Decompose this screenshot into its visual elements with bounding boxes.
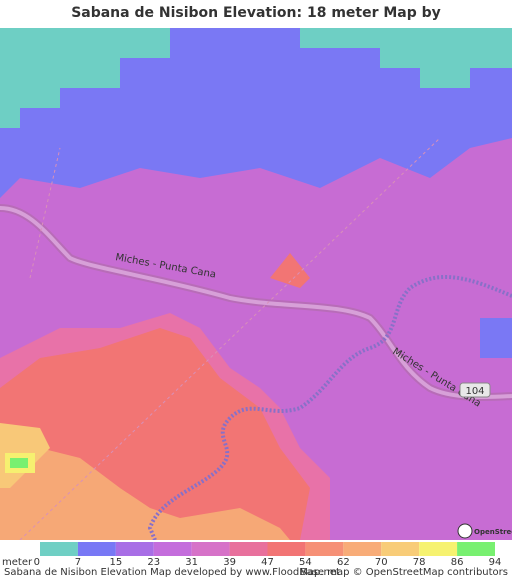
legend-swatch [457, 542, 495, 556]
legend-swatch [305, 542, 344, 556]
legend-value: 0 [34, 557, 40, 566]
legend-swatch [343, 542, 382, 556]
higher-area [0, 448, 290, 540]
town-area [270, 253, 310, 288]
peak-area [10, 458, 28, 468]
legend-swatch [267, 542, 306, 556]
legend-swatch [229, 542, 268, 556]
route-label: 104 [465, 386, 484, 397]
legend-swatch [419, 542, 458, 556]
legend-value: 54 [299, 557, 312, 566]
legend-value: 70 [375, 557, 388, 566]
low-area [0, 28, 512, 198]
legend-swatch [191, 542, 230, 556]
legend-value: 62 [337, 557, 350, 566]
legend-value: 47 [261, 557, 274, 566]
legend-value: 23 [147, 557, 160, 566]
legend-value: 15 [109, 557, 122, 566]
osm-logo-text: OpenStreetMap [474, 528, 512, 536]
osm-logo [457, 523, 473, 539]
route-shield [459, 382, 491, 398]
legend-swatch [381, 542, 420, 556]
legend-value: 39 [223, 557, 236, 566]
legend-swatch [77, 542, 116, 556]
legend-value: 78 [413, 557, 426, 566]
lowest-area [0, 28, 170, 128]
legend-value: 31 [185, 557, 198, 566]
legend-swatch [40, 542, 78, 556]
legend-value: 94 [489, 557, 502, 566]
legend-swatch [115, 542, 154, 556]
road [0, 206, 512, 400]
lowest-area [300, 28, 512, 88]
elevation-map: Miches - Punta Cana Miches - Punta Cana … [0, 28, 512, 540]
legend-value: 86 [451, 557, 464, 566]
map-title: Sabana de Nisibon Elevation: 18 meter Ma… [71, 5, 441, 47]
legend-value: 7 [75, 557, 81, 566]
legend-unit: meter [2, 557, 33, 566]
credit: Sabana de Nisibon Elevation Map develope… [4, 567, 340, 578]
legend-swatch [153, 542, 192, 556]
legend: meter 0 7 15 23 31 39 47 54 62 70 78 86 94 [2, 542, 502, 566]
low-area [480, 318, 512, 358]
attribution: Base map © OpenStreetMap contributors [299, 567, 508, 578]
track [19, 137, 441, 540]
